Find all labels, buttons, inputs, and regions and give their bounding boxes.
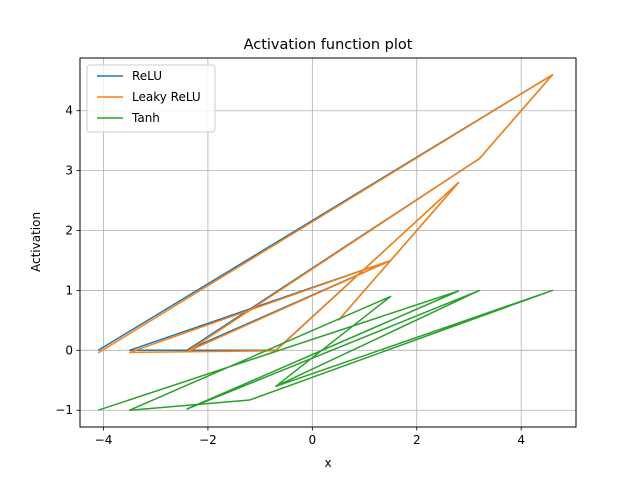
axis-ticks: −4 −2 0 2 4 −1 0 1 2 3 4	[55, 104, 525, 447]
chart-title: Activation function plot	[244, 37, 413, 53]
y-tick-label: 0	[65, 343, 73, 357]
legend: ReLU Leaky ReLU Tanh	[86, 64, 216, 133]
legend-label: ReLU	[132, 69, 162, 83]
legend-box	[86, 64, 216, 133]
series-line-tanh	[98, 289, 554, 411]
x-tick-label: 4	[517, 433, 525, 447]
x-tick-label: 0	[309, 433, 317, 447]
legend-label: Tanh	[131, 111, 160, 125]
plot-frame	[79, 57, 577, 428]
y-tick-label: −1	[55, 403, 73, 417]
y-tick-label: 1	[65, 283, 73, 297]
x-tick-label: −2	[199, 433, 217, 447]
x-tick-label: −4	[95, 433, 113, 447]
x-axis-label: x	[324, 456, 331, 470]
x-tick-label: 2	[413, 433, 421, 447]
series-line-leaky-relu	[97, 74, 554, 354]
series-lines	[97, 74, 554, 411]
y-tick-label: 3	[65, 164, 73, 178]
y-tick-label: 2	[65, 224, 73, 238]
y-tick-label: 4	[65, 104, 73, 118]
legend-label: Leaky ReLU	[132, 90, 201, 104]
y-axis-label: Activation	[29, 212, 43, 272]
